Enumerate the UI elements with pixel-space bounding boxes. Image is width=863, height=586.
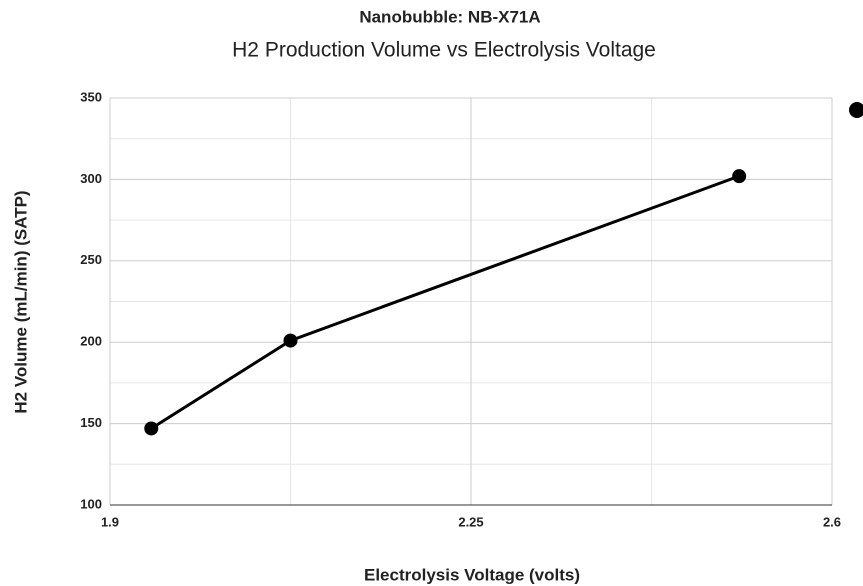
x-tick-label: 2.25 — [458, 514, 483, 529]
x-tick-label: 1.9 — [101, 514, 119, 529]
data-point — [732, 169, 747, 184]
y-tick-label: 350 — [80, 89, 102, 104]
legend-marker — [849, 102, 863, 118]
y-tick-label: 200 — [80, 334, 102, 349]
data-point — [144, 421, 159, 436]
y-tick-label: 150 — [80, 415, 102, 430]
y-tick-label: 300 — [80, 171, 102, 186]
chart-subtitle: H2 Production Volume vs Electrolysis Vol… — [232, 39, 656, 62]
data-point — [283, 333, 298, 348]
data-line — [150, 174, 740, 430]
y-tick-label: 250 — [80, 252, 102, 267]
y-tick-label: 100 — [80, 496, 102, 511]
x-axis-label: Electrolysis Voltage (volts) — [364, 565, 580, 584]
x-tick-label: 2.6 — [823, 514, 841, 529]
chart-title: Nanobubble: NB-X71A — [359, 7, 540, 26]
y-axis-label: H2 Volume (mL/min) (SATP) — [11, 190, 30, 413]
